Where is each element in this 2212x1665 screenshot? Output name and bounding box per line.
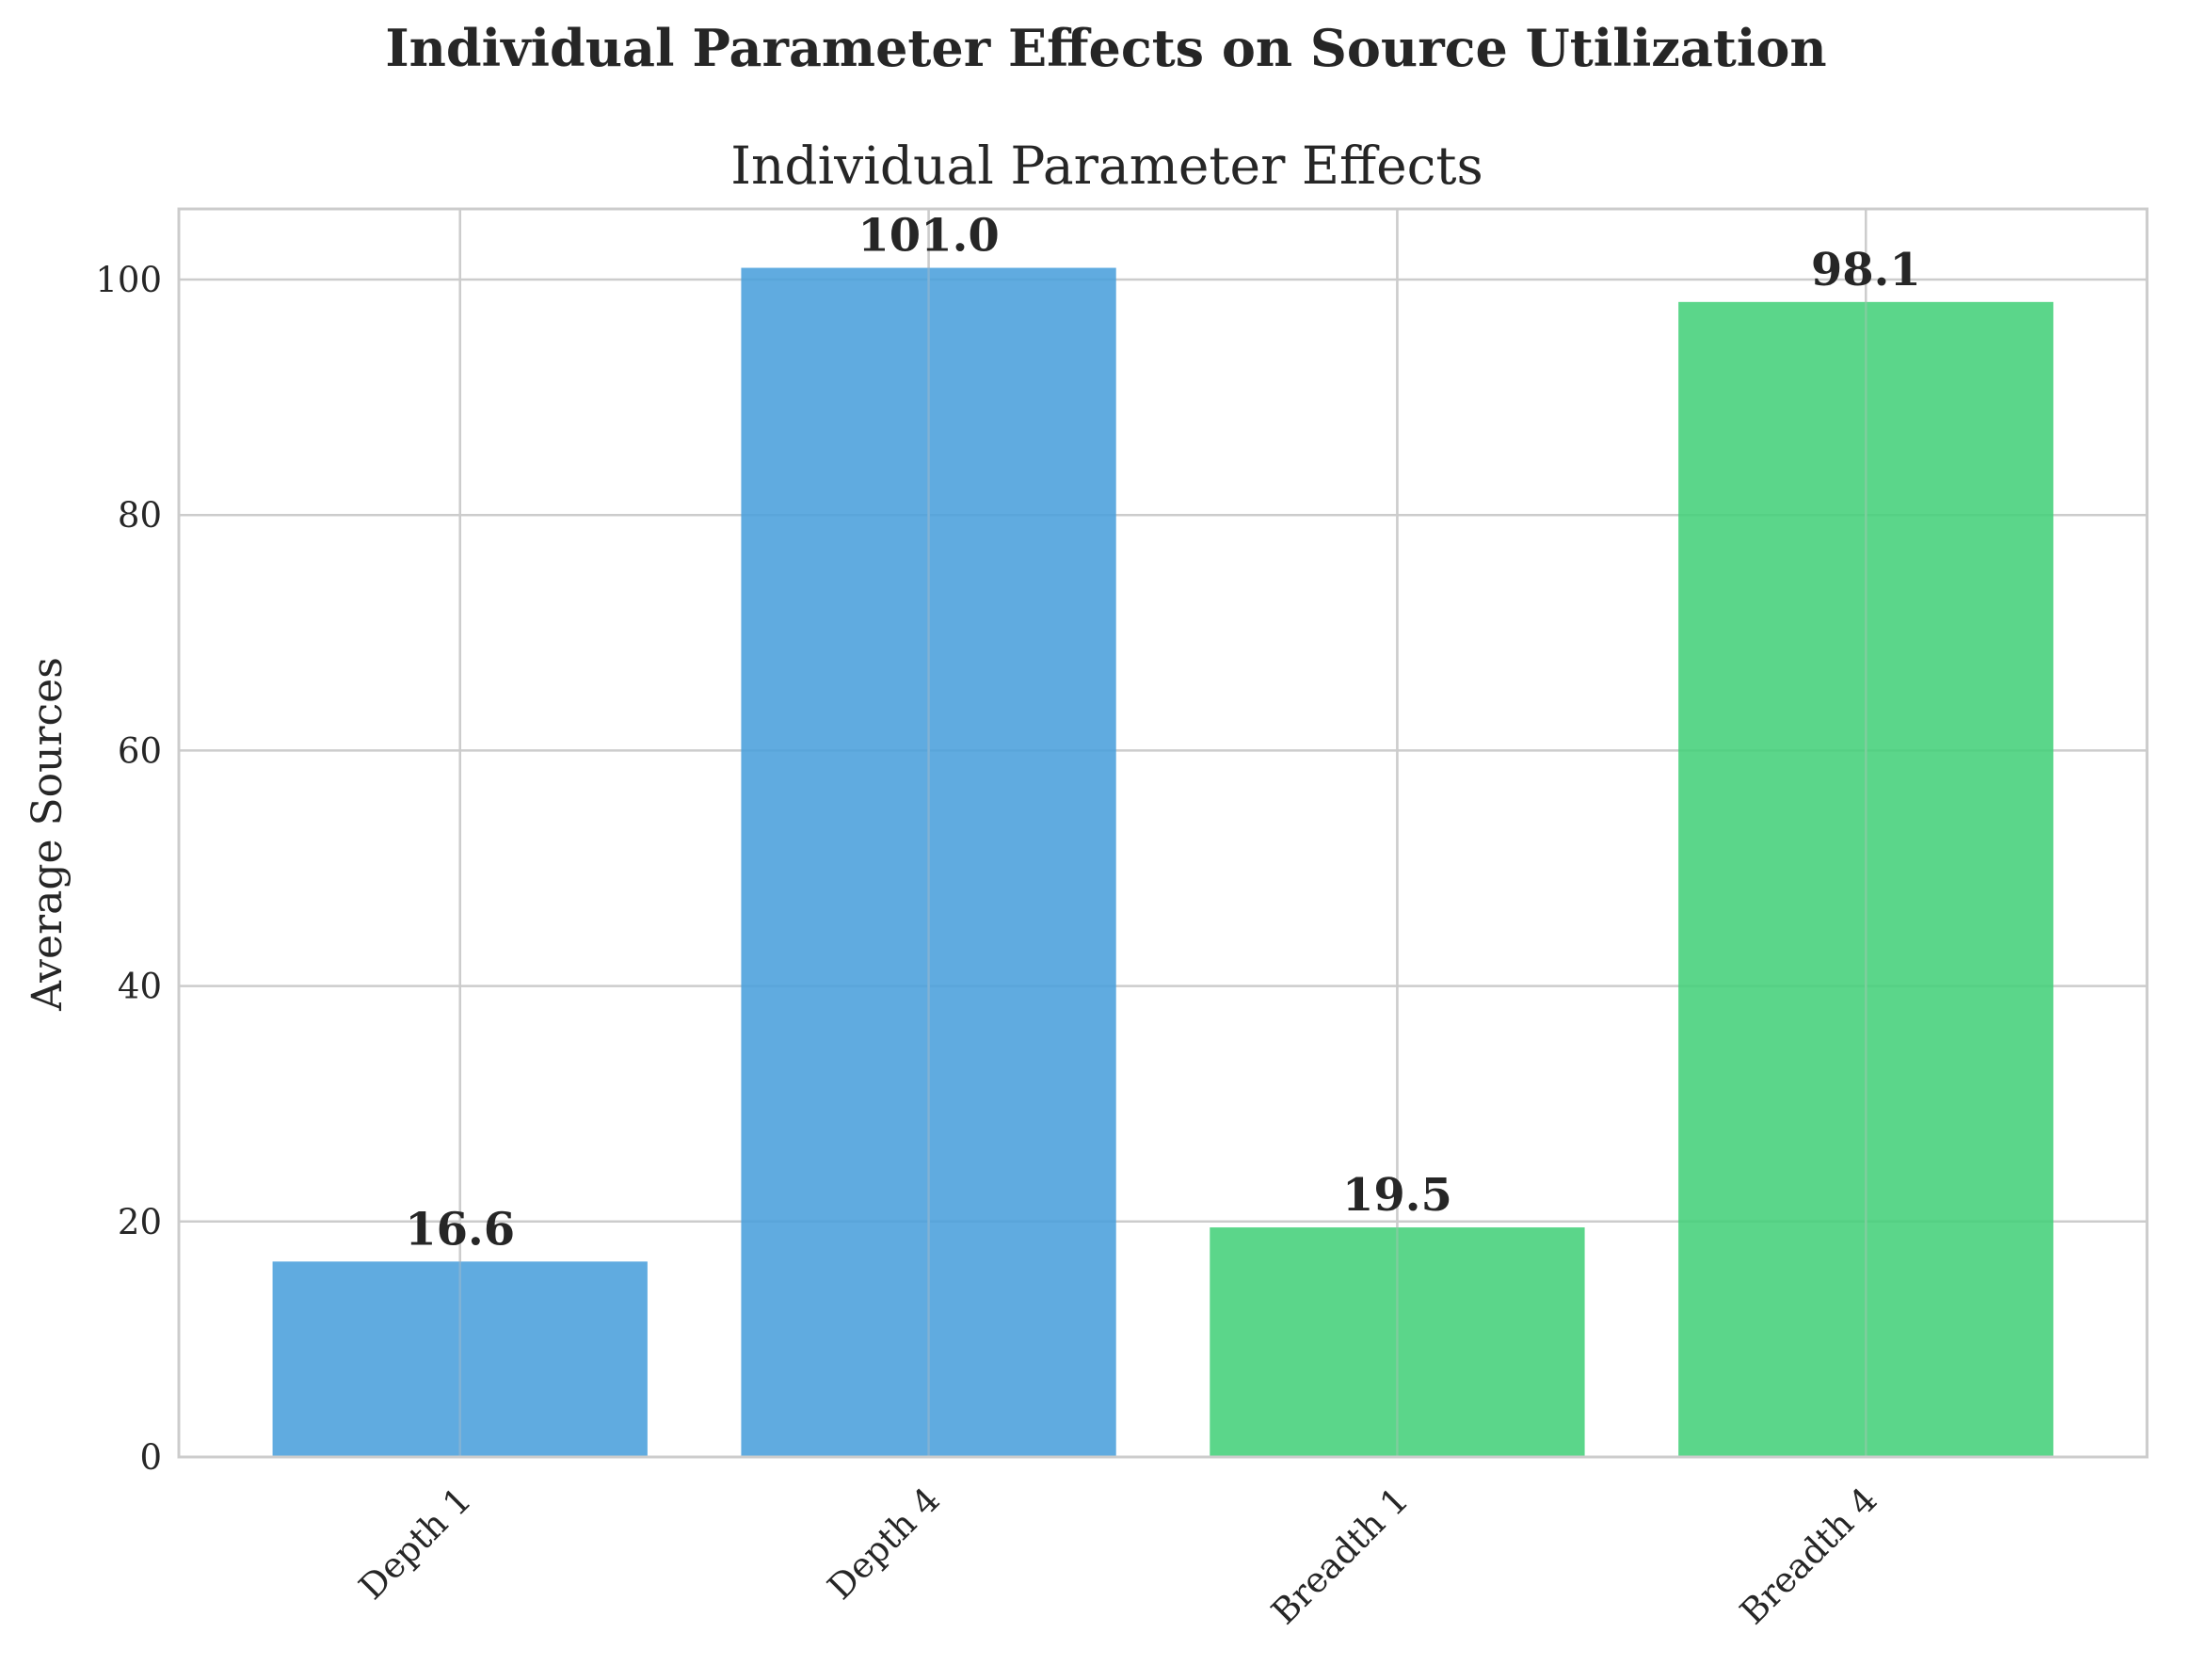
y-tick-label: 60: [118, 730, 162, 771]
y-axis-label: Average Sources: [24, 657, 72, 1012]
x-tick-label: Depth 1: [351, 1480, 479, 1608]
figure-title: Individual Parameter Effects on Source U…: [385, 18, 1826, 78]
y-tick-label: 40: [118, 967, 162, 1007]
bar-depth-4: [741, 267, 1116, 1458]
y-tick-label: 0: [139, 1437, 162, 1478]
x-tick-label: Breadth 4: [1732, 1480, 1884, 1632]
x-tick-label: Depth 4: [820, 1480, 948, 1608]
y-tick-label: 100: [95, 260, 162, 300]
x-tick-label: Breadth 1: [1263, 1480, 1416, 1632]
plot-frame: [177, 207, 2149, 1459]
bar-breadth-1: [1210, 1227, 1585, 1457]
bar-value-labels: 16.6 101.0 19.5 98.1: [405, 210, 1920, 1257]
y-tick-label: 80: [118, 495, 162, 536]
y-ticks: 0 20 40 60 80 100: [95, 260, 162, 1478]
y-tick-label: 20: [118, 1202, 162, 1242]
bar-depth-1: [272, 1261, 648, 1457]
bar-value-label: 19.5: [1342, 1169, 1452, 1222]
bar-value-label: 16.6: [405, 1203, 515, 1256]
x-ticks: Depth 1 Depth 4 Breadth 1 Breadth 4: [351, 1480, 1885, 1632]
chart-title: Individual Parameter Effects: [730, 136, 1483, 196]
bar-breadth-4: [1678, 301, 2054, 1458]
bar-value-label: 98.1: [1811, 244, 1921, 296]
bar-value-label: 101.0: [858, 210, 999, 263]
bars: [272, 209, 2054, 1458]
